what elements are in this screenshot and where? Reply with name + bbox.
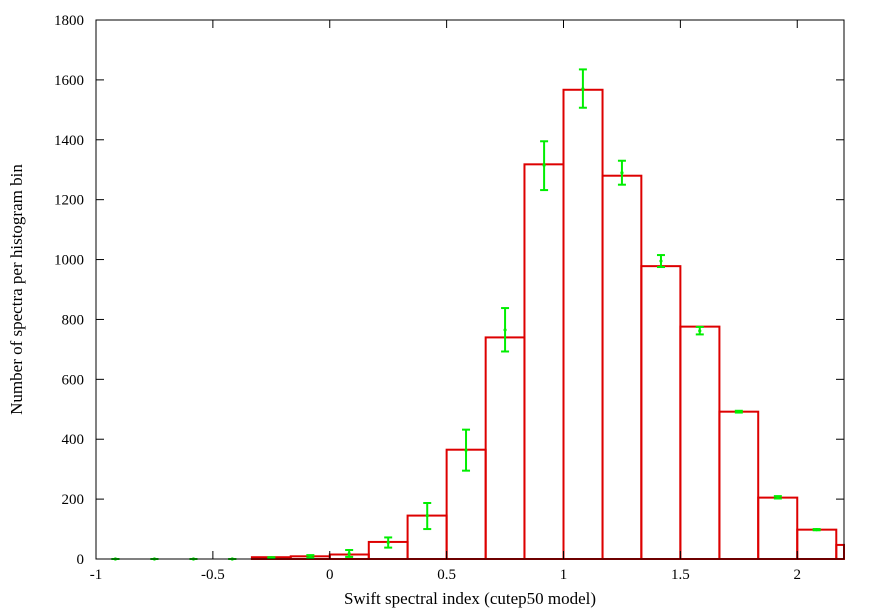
histogram-bar-15 bbox=[679, 325, 721, 560]
y-tick-label: 0 bbox=[77, 552, 85, 568]
histogram-bar-16 bbox=[718, 410, 760, 560]
error-bar-6 bbox=[345, 549, 354, 558]
error-bar-9 bbox=[462, 428, 471, 472]
bars-layer bbox=[250, 88, 846, 561]
error-bar-13 bbox=[617, 159, 626, 186]
y-axis-title: Number of spectra per histogram bin bbox=[7, 164, 26, 415]
x-tick-label: 0 bbox=[326, 567, 334, 583]
error-bar-point bbox=[503, 328, 507, 332]
error-bar-point bbox=[386, 540, 390, 545]
y-tick-label: 1000 bbox=[54, 253, 84, 269]
error-bar-point bbox=[815, 528, 819, 532]
y-tick-label: 200 bbox=[62, 492, 85, 508]
histogram-bar-12 bbox=[562, 88, 604, 560]
x-tick-label: 1 bbox=[560, 567, 568, 583]
histogram-bar-19 bbox=[835, 543, 846, 560]
error-bar-point bbox=[542, 163, 546, 167]
error-bar-14 bbox=[656, 254, 665, 269]
y-tick-label: 1200 bbox=[54, 193, 84, 209]
y-tick-label: 1600 bbox=[54, 73, 84, 89]
histogram-bar-18 bbox=[796, 528, 838, 560]
error-bar-point bbox=[698, 329, 702, 333]
x-tick-label: 2 bbox=[794, 567, 802, 583]
y-tick-label: 800 bbox=[62, 312, 85, 328]
error-bar-17 bbox=[773, 495, 782, 500]
error-bar-12 bbox=[578, 68, 587, 109]
histogram-bar-14 bbox=[640, 265, 682, 560]
error-bar-point bbox=[425, 513, 429, 518]
error-bar-15 bbox=[695, 325, 704, 336]
error-bars-layer bbox=[111, 68, 821, 561]
error-bar-point bbox=[464, 448, 468, 452]
error-bar-point bbox=[737, 410, 741, 414]
x-tick-label: -1 bbox=[90, 567, 103, 583]
error-bar-11 bbox=[540, 140, 549, 192]
x-tick-label: 1.5 bbox=[671, 567, 690, 583]
ticks-layer: -1 -0.5 0 0.5 1 1.5 2 0 200 400 600 800 1000 1200 1400… bbox=[54, 13, 844, 583]
histogram-bar-10 bbox=[484, 336, 526, 560]
y-tick-label: 600 bbox=[62, 372, 85, 388]
plot-frame bbox=[95, 19, 845, 560]
error-bar-5 bbox=[306, 554, 315, 559]
y-tick-label: 1400 bbox=[54, 133, 84, 149]
error-bar-point bbox=[620, 171, 624, 175]
histogram-bar-17 bbox=[757, 496, 799, 561]
error-bar-point bbox=[581, 87, 585, 91]
error-bar-point bbox=[308, 554, 312, 558]
error-bar-point bbox=[347, 552, 351, 556]
error-bar-8 bbox=[423, 502, 432, 531]
x-tick-label: 0.5 bbox=[437, 567, 456, 583]
histogram-bar-11 bbox=[523, 163, 565, 561]
y-tick-label: 400 bbox=[62, 432, 85, 448]
x-tick-label: -0.5 bbox=[201, 567, 225, 583]
error-bar-4 bbox=[267, 556, 276, 560]
error-bar-10 bbox=[501, 307, 510, 353]
x-axis-title: Swift spectral index (cutep50 model) bbox=[344, 589, 596, 608]
histogram-bar-13 bbox=[601, 174, 643, 560]
y-tick-label: 1800 bbox=[54, 13, 84, 29]
error-bar-18 bbox=[812, 528, 821, 532]
error-bar-point bbox=[776, 495, 780, 499]
error-bar-7 bbox=[384, 536, 393, 549]
error-bar-16 bbox=[734, 409, 743, 414]
error-bar-point bbox=[659, 259, 663, 263]
